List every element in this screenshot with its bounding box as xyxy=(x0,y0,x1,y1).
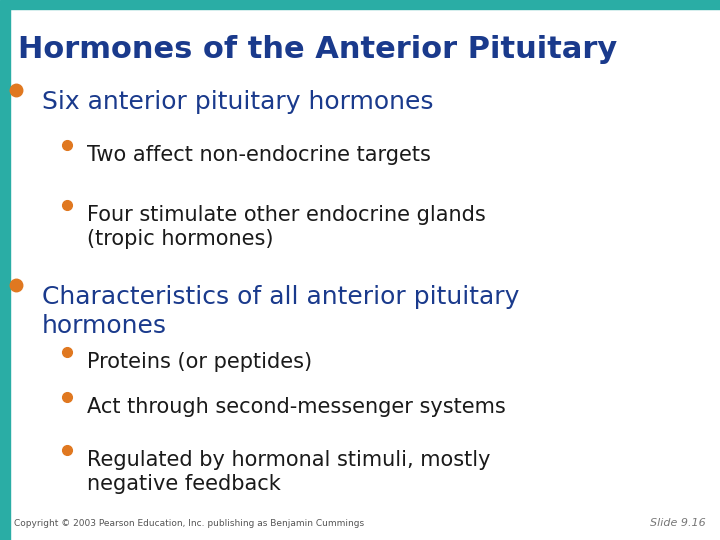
Text: Characteristics of all anterior pituitary
hormones: Characteristics of all anterior pituitar… xyxy=(42,285,519,338)
Text: Slide 9.16: Slide 9.16 xyxy=(650,518,706,528)
Text: Six anterior pituitary hormones: Six anterior pituitary hormones xyxy=(42,90,433,114)
Text: Four stimulate other endocrine glands
(tropic hormones): Four stimulate other endocrine glands (t… xyxy=(87,205,486,249)
Text: Act through second-messenger systems: Act through second-messenger systems xyxy=(87,397,505,417)
Bar xyxy=(0,0,720,9)
Text: Proteins (or peptides): Proteins (or peptides) xyxy=(87,352,312,372)
Bar xyxy=(0,9,10,540)
Text: Two affect non-endocrine targets: Two affect non-endocrine targets xyxy=(87,145,431,165)
Text: Hormones of the Anterior Pituitary: Hormones of the Anterior Pituitary xyxy=(18,35,617,64)
Text: Regulated by hormonal stimuli, mostly
negative feedback: Regulated by hormonal stimuli, mostly ne… xyxy=(87,450,490,494)
Text: Copyright © 2003 Pearson Education, Inc. publishing as Benjamin Cummings: Copyright © 2003 Pearson Education, Inc.… xyxy=(14,519,364,528)
